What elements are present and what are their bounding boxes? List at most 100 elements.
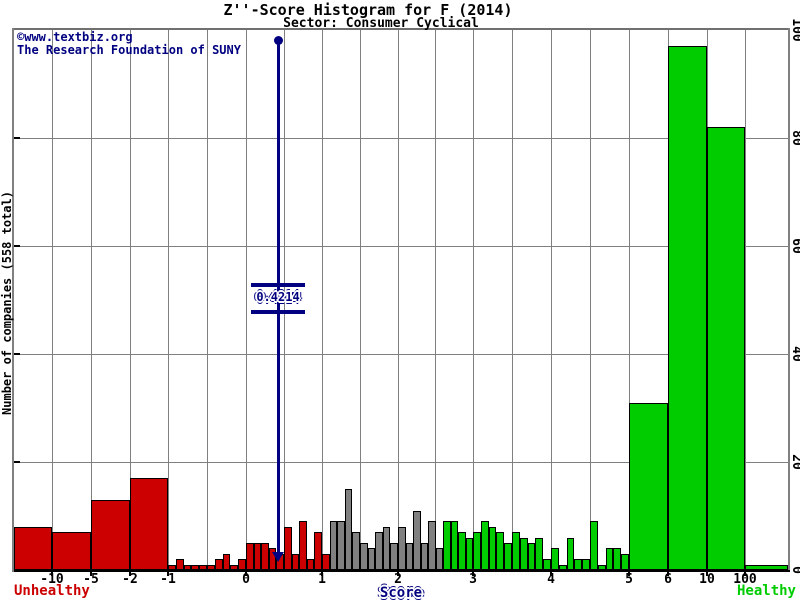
gridline-vertical <box>129 30 131 570</box>
histogram-bar <box>360 543 368 570</box>
marker-arrowhead <box>272 552 285 562</box>
histogram-bar <box>299 521 307 570</box>
gridline-vertical <box>744 30 746 570</box>
histogram-bar <box>566 538 575 570</box>
histogram-bar <box>535 538 544 570</box>
healthy-label: Healthy <box>736 583 796 599</box>
histogram-bar <box>413 511 421 570</box>
histogram-bar <box>367 548 376 570</box>
y-axis-label: Number of companies (558 total) <box>0 191 14 415</box>
histogram-bar <box>504 543 512 570</box>
plot-border-bottom <box>14 570 790 572</box>
histogram-bar <box>597 565 606 570</box>
gridline-horizontal <box>14 246 788 247</box>
histogram-bar <box>329 521 338 570</box>
histogram-bar <box>574 559 583 570</box>
watermark: ©www.textbiz.org The Research Foundation … <box>17 31 241 57</box>
histogram-bar <box>14 527 52 570</box>
x-tick-label: 3 <box>469 572 477 587</box>
y-tick <box>14 461 20 463</box>
histogram-bar <box>222 554 231 570</box>
histogram-bar <box>420 543 428 570</box>
histogram-bar <box>168 565 176 570</box>
x-tick-label: 5 <box>625 572 633 587</box>
x-tick <box>667 572 669 576</box>
histogram-bar <box>458 532 466 570</box>
gridline-vertical <box>628 30 630 570</box>
x-tick-label: 100 <box>733 572 757 587</box>
histogram-bar <box>344 489 353 570</box>
y-tick-label: 80 <box>789 130 800 146</box>
histogram-bar <box>291 554 300 570</box>
gridline-vertical <box>283 30 285 570</box>
histogram-bar <box>314 532 322 570</box>
x-axis-label: Score <box>379 585 423 600</box>
histogram-bar <box>390 543 398 570</box>
histogram-bar <box>352 532 360 570</box>
x-tick-label: 1 <box>318 572 326 587</box>
histogram-bar <box>519 538 528 570</box>
x-tick <box>129 572 131 576</box>
histogram-bar <box>52 532 91 570</box>
gridline-vertical <box>472 30 474 570</box>
gridline-horizontal <box>14 354 788 355</box>
plot-border-top <box>14 28 788 30</box>
chart-title: Z''-Score Histogram for F (2014) <box>223 1 513 19</box>
x-tick-label: 10 <box>699 572 715 587</box>
histogram-bar <box>306 559 315 570</box>
histogram-bar <box>480 521 489 570</box>
histogram-bar <box>191 565 200 570</box>
histogram-bar <box>558 565 567 570</box>
histogram-bar <box>175 559 184 570</box>
histogram-bar <box>253 543 262 570</box>
gridline-vertical <box>206 30 208 570</box>
histogram-bar <box>582 559 590 570</box>
unhealthy-label: Unhealthy <box>14 583 90 599</box>
histogram-bar <box>629 403 668 570</box>
x-tick <box>550 572 552 576</box>
gridline-horizontal <box>14 138 788 139</box>
histogram-bar <box>428 521 436 570</box>
y-tick <box>14 353 20 355</box>
y-tick-label: 40 <box>789 346 800 362</box>
x-tick-label: -1 <box>160 572 176 587</box>
y-tick-label: 60 <box>789 238 800 254</box>
histogram-bar <box>183 565 192 570</box>
histogram-bar <box>337 521 345 570</box>
histogram-bar <box>405 543 413 570</box>
histogram-bar <box>443 521 451 570</box>
histogram-bar <box>605 548 614 570</box>
histogram-bar <box>613 548 622 570</box>
histogram-bar <box>668 46 707 570</box>
x-tick <box>706 572 708 576</box>
x-tick <box>472 572 474 576</box>
gridline-horizontal <box>14 462 788 463</box>
watermark-site: ©www.textbiz.org <box>17 30 133 44</box>
gridline-vertical <box>397 30 399 570</box>
gridline-vertical <box>550 30 552 570</box>
gridline-vertical <box>589 30 591 570</box>
x-tick-label: 6 <box>664 572 672 587</box>
histogram-bar <box>551 548 559 570</box>
histogram-bar <box>590 521 598 570</box>
gridline-vertical <box>51 30 53 570</box>
histogram-bar <box>207 565 215 570</box>
histogram-bar <box>375 532 383 570</box>
x-tick-label: 0 <box>242 572 250 587</box>
y-tick <box>14 137 20 139</box>
histogram-bar <box>488 527 497 570</box>
histogram-bar <box>496 532 505 570</box>
y-tick-label: 0 <box>789 566 800 574</box>
histogram-bar <box>543 559 551 570</box>
marker-value-label: 0.4214 <box>256 290 300 304</box>
histogram-bar <box>473 532 481 570</box>
marker-crossbar-bottom <box>251 310 306 314</box>
x-tick-label: 4 <box>547 572 555 587</box>
histogram-bar <box>91 500 130 570</box>
x-tick <box>744 572 746 576</box>
x-tick <box>397 572 399 576</box>
x-tick-label: -10 <box>40 572 64 587</box>
histogram-bar <box>621 554 629 570</box>
y-tick-label: 100 <box>789 18 800 42</box>
chart-subtitle: Sector: Consumer Cyclical <box>283 16 479 31</box>
